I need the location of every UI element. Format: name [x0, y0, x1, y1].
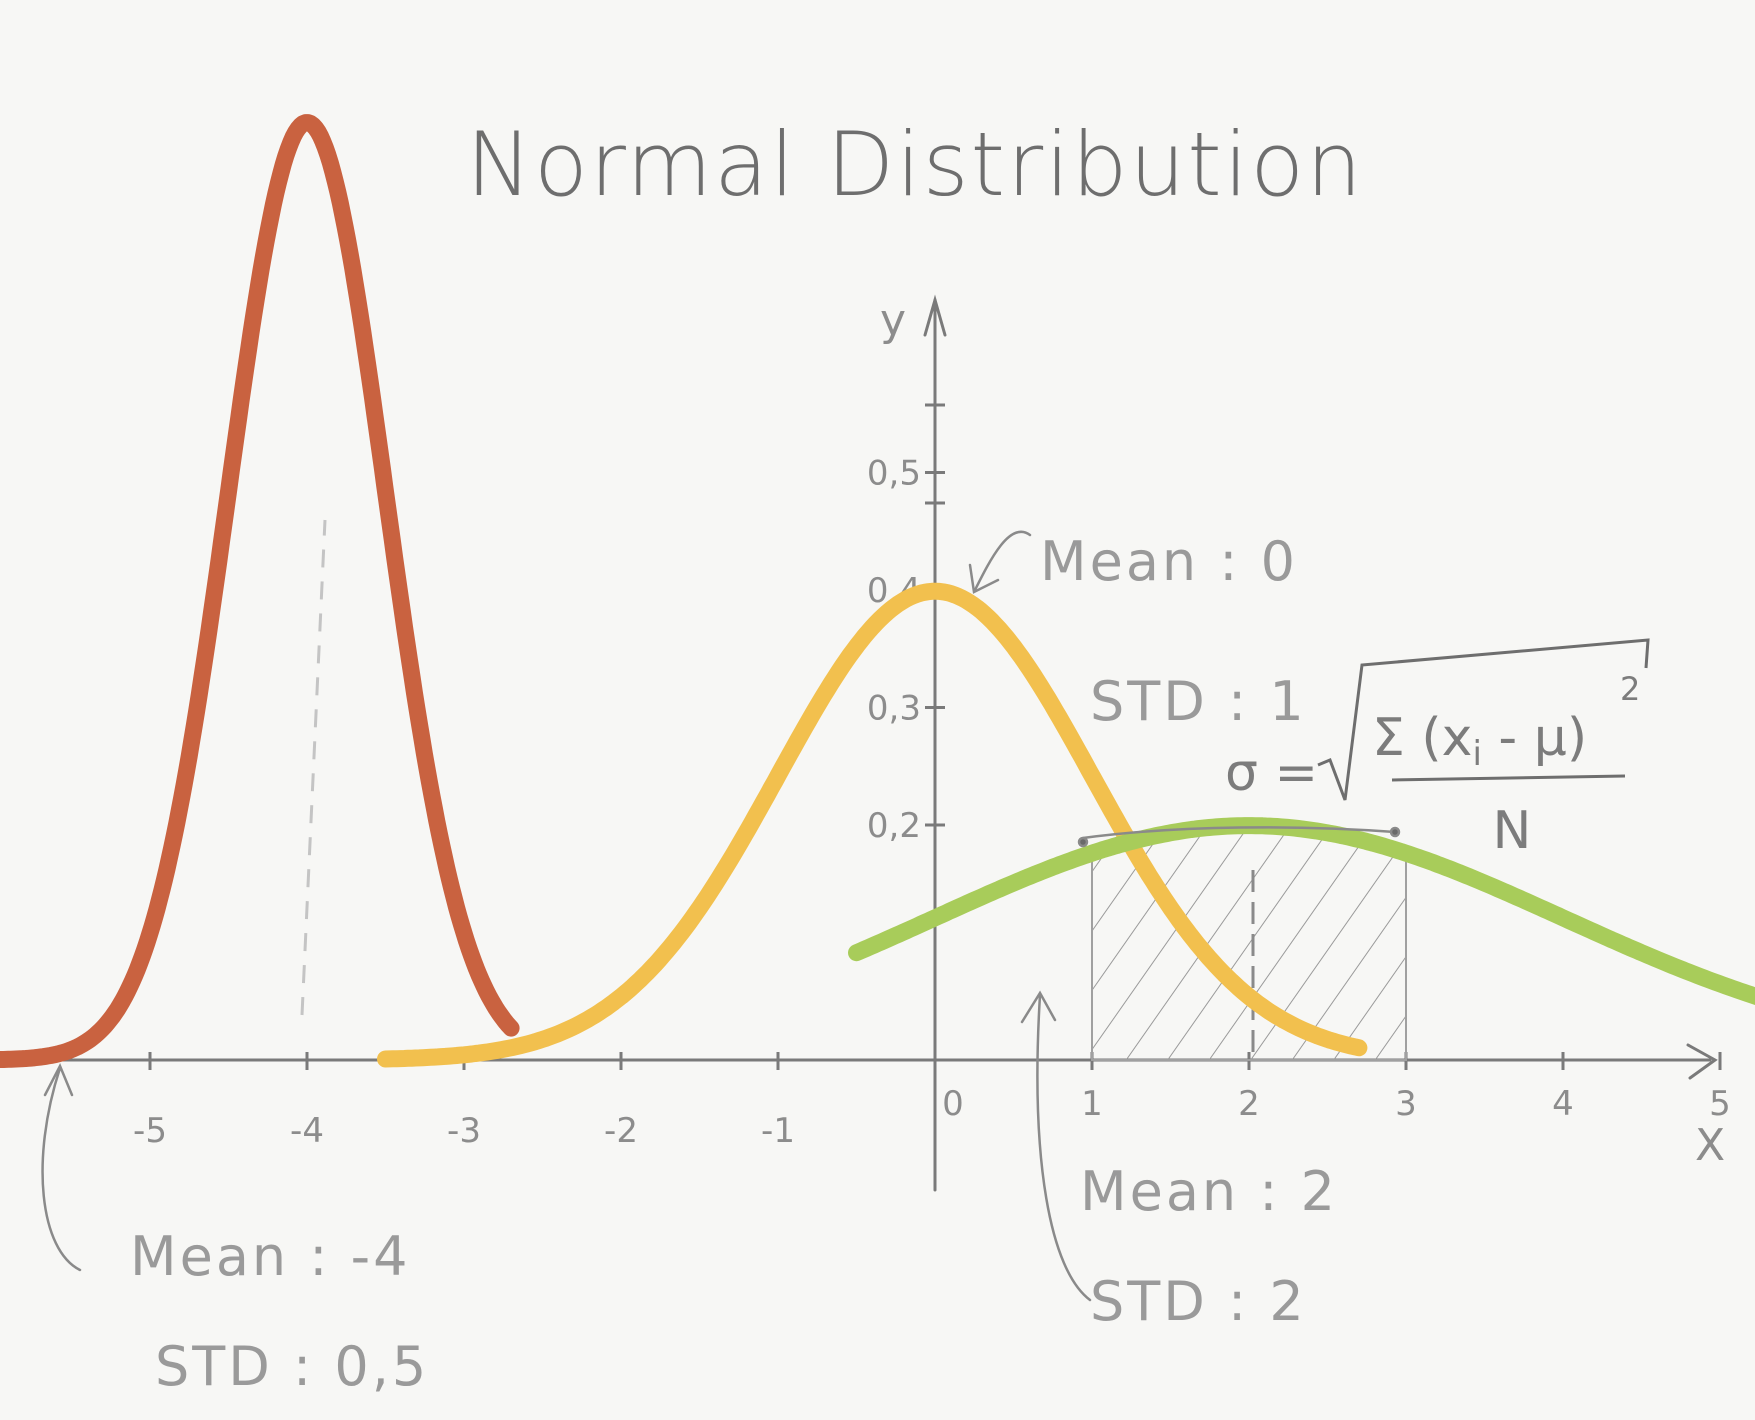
red-mean-dashed-line — [300, 519, 327, 1016]
x-tick-label: 1 — [1081, 1084, 1103, 1124]
yellow-annotation-arrowhead-icon — [968, 563, 1000, 594]
series-curve-yellow — [377, 582, 1368, 1068]
y-tick-label: 0,2 — [867, 806, 921, 846]
x-axis-arrow-icon — [1686, 1043, 1718, 1080]
formula-exponent: 2 — [1620, 670, 1640, 708]
x-tick-label: 2 — [1238, 1084, 1260, 1124]
formula-numerator: Σ (xi - μ) — [1372, 708, 1587, 774]
x-tick-label: 5 — [1709, 1084, 1731, 1124]
red-std-annotation: STD : 0,5 — [155, 1335, 429, 1398]
series-curve-red — [0, 114, 520, 1069]
annotation-arrows — [41, 530, 1401, 1302]
std-bracket-dot-left — [1077, 836, 1089, 848]
formula-numerator-tail: - μ) — [1482, 708, 1587, 768]
x-tick-label: -4 — [290, 1111, 324, 1151]
x-tick-label: -2 — [604, 1111, 638, 1151]
series-curve-green — [848, 817, 1755, 1005]
series-curves — [0, 114, 1755, 1069]
green-annotation-arrow-icon — [1036, 993, 1092, 1302]
formula-denominator: N — [1493, 801, 1532, 861]
x-tick-label: -1 — [761, 1111, 795, 1151]
x-tick-label: -5 — [133, 1111, 167, 1151]
x-tick-label: 0 — [942, 1084, 964, 1124]
green-mean-annotation: Mean : 2 — [1080, 1160, 1338, 1223]
formula-numerator-sub: i — [1472, 734, 1481, 774]
formula-fraction-bar — [1391, 774, 1626, 782]
x-tick-label: 3 — [1395, 1084, 1417, 1124]
yellow-mean-annotation: Mean : 0 — [1040, 530, 1298, 593]
chart-title: Normal Distribution — [466, 113, 1364, 216]
y-axis-label: y — [880, 295, 906, 346]
red-mean-annotation: Mean : -4 — [130, 1225, 411, 1288]
axes — [38, 294, 1718, 1192]
y-tick-label: 0,5 — [867, 454, 921, 494]
x-ticks: -5 -4 -3 -2 -1 0 1 2 3 4 5 — [133, 1052, 1731, 1151]
y-ticks: 0,20,30,40,5 — [867, 454, 945, 846]
yellow-std-annotation: STD : 1 — [1090, 670, 1307, 733]
y-axis-arrow-icon — [923, 294, 947, 337]
yellow-annotation-arrow-icon — [973, 530, 1032, 592]
formula-numerator-head: Σ (x — [1372, 708, 1472, 768]
std-formula: σ = Σ (xi - μ) 2 N — [1225, 638, 1650, 861]
x-tick-label: 4 — [1552, 1084, 1574, 1124]
formula-radical-icon — [1317, 638, 1650, 801]
y-tick-label: 0,3 — [867, 689, 921, 729]
red-annotation-arrowhead-icon — [43, 1063, 74, 1097]
std-bracket-dot-right — [1389, 826, 1401, 838]
std-bracket-line — [1081, 826, 1397, 840]
x-axis-label: X — [1695, 1120, 1725, 1171]
green-annotation-arrowhead-icon — [1020, 990, 1057, 1024]
formula-lhs: σ = — [1225, 743, 1318, 803]
green-std-annotation: STD : 2 — [1090, 1270, 1307, 1333]
red-annotation-arrow-icon — [41, 1066, 82, 1272]
x-tick-label: -3 — [447, 1111, 481, 1151]
y-axis-extra-ticks — [925, 403, 945, 505]
